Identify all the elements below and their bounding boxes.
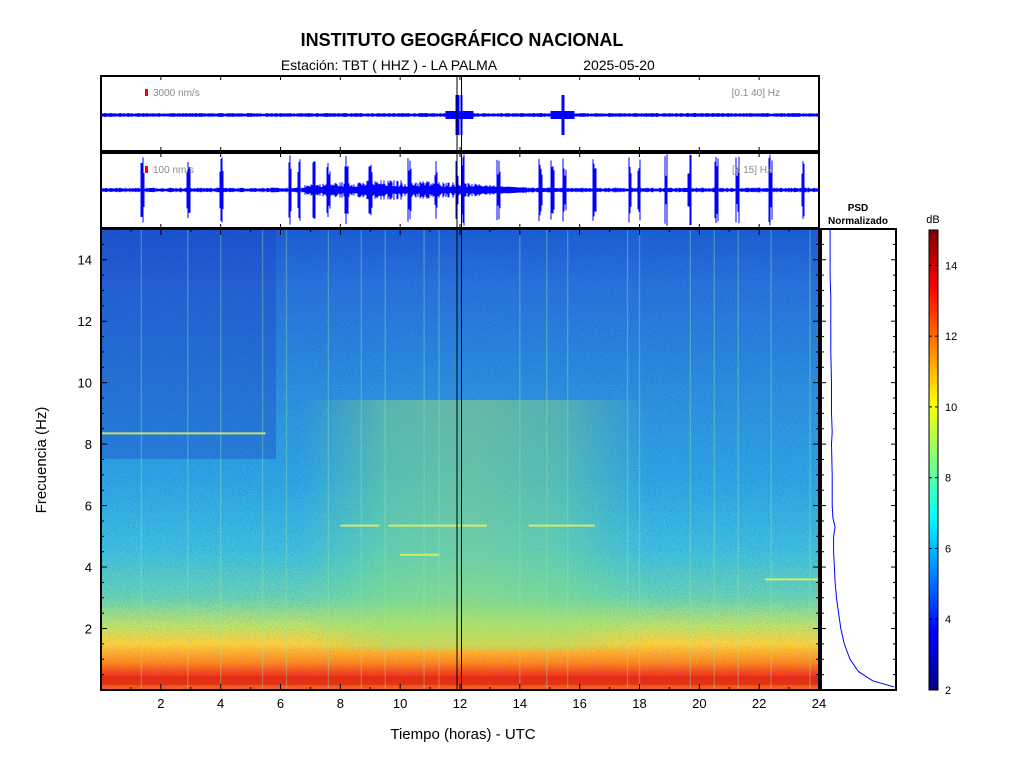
colorbar-tick-label: 14 [945,260,957,272]
x-tick-label: 12 [453,696,467,711]
x-tick-label: 22 [752,696,766,711]
scale-bar [145,166,148,173]
colorbar-tick-label: 10 [945,402,957,414]
y-tick-label: 14 [78,253,92,268]
y-tick-label: 2 [85,622,92,637]
spectrogram-low-energy-zone [101,229,276,459]
scale-label: 3000 nm/s [153,88,200,99]
waveform-ticks [100,153,820,228]
y-tick-label: 8 [85,437,92,452]
psd-ticks [821,228,896,691]
colorbar: dB 2 4 6 8 10 12 14 [926,214,957,697]
colorbar-tick-label: 12 [945,331,957,343]
waveform-trace [101,95,819,135]
x-tick-label: 6 [277,696,284,711]
y-tick-label: 12 [78,314,92,329]
filter-label: [0.1 40] Hz [732,88,780,99]
date-label: 2025-05-20 [583,57,655,73]
x-tick-label: 18 [632,696,646,711]
colorbar-tick-label: 2 [945,685,951,697]
psd-title-line-1: PSD [848,203,869,214]
psd-frame [820,228,897,691]
filter-label: [4 15] Hz [732,165,772,176]
colorbar-unit: dB [926,214,939,226]
scale-label: 100 nm/s [153,165,194,176]
colorbar-tick-label: 8 [945,473,951,485]
y-axis-ticks: 2 4 6 8 10 12 14 [78,228,819,691]
colorbar-gradient [928,229,939,691]
x-axis-ticks: 2 4 6 8 10 12 14 16 18 20 22 24 [100,229,826,711]
spectral-lines [101,229,819,690]
waveform-panel-broadband: 3000 nm/s [0.1 40] Hz [100,75,820,152]
x-tick-label: 14 [513,696,527,711]
y-tick-label: 10 [78,376,92,391]
x-tick-label: 24 [812,696,826,711]
x-tick-label: 20 [692,696,706,711]
y-tick-label: 6 [85,499,92,514]
y-axis-label: Frecuencia (Hz) [33,407,50,514]
spectrogram-low-frequency-band [101,676,819,685]
psd-panel: PSD Normalizado [820,203,897,691]
time-markers [456,229,462,690]
x-tick-label: 8 [337,696,344,711]
waveform-ticks [100,76,820,151]
x-axis-label: Tiempo (horas) - UTC [390,726,535,743]
x-tick-label: 10 [393,696,407,711]
x-tick-label: 4 [217,696,224,711]
page-title: INSTITUTO GEOGRÁFICO NACIONAL [301,29,624,50]
station-label: Estación: TBT ( HHZ ) - LA PALMA [281,57,498,73]
scale-bar [145,89,148,96]
waveform-panel-filtered: 100 nm/s [4 15] Hz [100,76,820,229]
colorbar-tick-label: 6 [945,543,951,555]
colorbar-tick-label: 4 [945,614,951,626]
x-tick-label: 2 [157,696,164,711]
psd-title-line-2: Normalizado [828,216,888,227]
waveform-trace [101,154,819,226]
x-tick-label: 16 [572,696,586,711]
y-tick-label: 4 [85,560,92,575]
psd-curve [829,229,895,688]
colorbar-ticks: 2 4 6 8 10 12 14 [929,260,957,697]
